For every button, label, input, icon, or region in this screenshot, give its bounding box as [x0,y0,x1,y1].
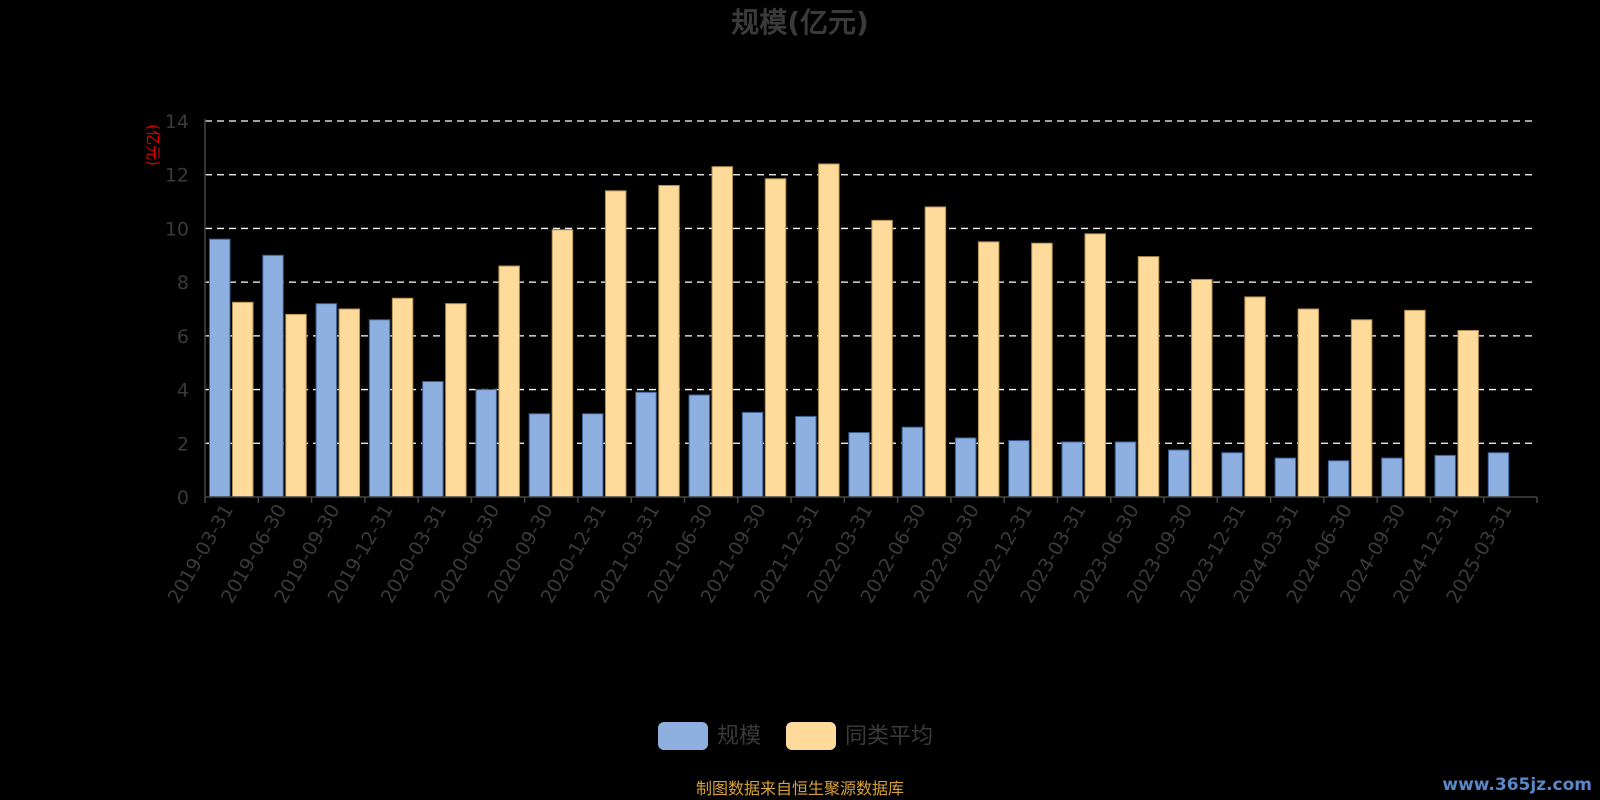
bar-peer-average[interactable] [445,303,467,498]
y-axis-unit: (亿元) [144,124,162,166]
y-axis-ticks: 0 2 4 6 8 10 12 14 [165,111,189,509]
bar-size[interactable] [1487,452,1510,498]
data-source-note: 制图数据来自恒生聚源数据库 [696,779,904,798]
bar-size[interactable] [581,413,604,498]
bar-size[interactable] [1381,457,1403,498]
bar-size[interactable] [475,389,497,498]
y-tick-label: 14 [165,111,189,133]
bar-peer-average[interactable] [1350,319,1373,498]
bar-peer-average[interactable] [871,219,893,498]
bar-size[interactable] [1008,440,1030,498]
bar-size[interactable] [1114,441,1137,498]
axes [204,119,1538,503]
bar-peer-average[interactable] [1297,308,1320,498]
bar-peer-average[interactable] [391,297,414,498]
bar-size[interactable] [1221,452,1243,498]
y-tick-label: 0 [177,487,189,509]
bar-size[interactable] [741,411,764,498]
bar-size[interactable] [848,432,870,498]
watermark: www.365jz.com [1442,775,1592,795]
x-axis-ticks: 2019-03-312019-06-302019-09-302019-12-31… [164,501,1517,608]
bar-peer-average[interactable] [764,178,787,498]
bar-peer-average[interactable] [1137,256,1160,498]
bar-size[interactable] [795,415,817,498]
bar-size[interactable] [209,238,231,498]
bar-size[interactable] [1061,441,1083,498]
y-tick-label: 10 [165,218,189,240]
legend-label-peer-average[interactable]: 同类平均 [845,724,933,749]
bar-peer-average[interactable] [977,241,1000,498]
bar-size[interactable] [1168,449,1190,498]
bar-peer-average[interactable] [285,313,307,498]
bar-peer-average[interactable] [338,308,361,498]
bar-peer-average[interactable] [551,229,574,498]
legend: 规模 同类平均 [658,722,933,750]
y-tick-label: 2 [177,433,189,455]
bar-peer-average[interactable] [232,301,254,498]
y-tick-label: 4 [177,380,189,402]
bar-size[interactable] [528,413,551,498]
bar-peer-average[interactable] [711,166,734,498]
y-tick-label: 8 [177,272,189,294]
bar-peer-average[interactable] [658,184,680,498]
bar-peer-average[interactable] [498,265,520,498]
bar-size[interactable] [1274,457,1297,498]
bar-peer-average[interactable] [818,163,840,498]
bar-size[interactable] [315,303,338,498]
bar-size[interactable] [1327,460,1350,498]
bar-peer-average[interactable] [1457,329,1479,498]
bar-size[interactable] [901,426,924,498]
bar-peer-average[interactable] [1084,233,1106,498]
bars [209,163,1510,498]
bar-peer-average[interactable] [604,190,627,498]
legend-swatch-peer-average[interactable] [786,722,836,750]
bar-size[interactable] [1434,454,1456,498]
bar-peer-average[interactable] [1031,242,1053,498]
chart-title: 规模(亿元) [731,6,869,39]
y-tick-label: 6 [177,326,189,348]
y-tick-label: 12 [165,165,189,187]
bar-size[interactable] [422,381,444,498]
bar-peer-average[interactable] [924,206,947,498]
bar-peer-average[interactable] [1244,296,1266,498]
bar-size[interactable] [262,254,284,498]
bar-size[interactable] [368,319,391,498]
legend-label-size[interactable]: 规模 [717,724,761,749]
bar-peer-average[interactable] [1404,309,1426,498]
bar-size[interactable] [635,391,657,498]
legend-swatch-size[interactable] [658,722,708,750]
bar-peer-average[interactable] [1191,278,1213,498]
bar-size[interactable] [954,437,977,498]
bar-size[interactable] [688,394,711,498]
